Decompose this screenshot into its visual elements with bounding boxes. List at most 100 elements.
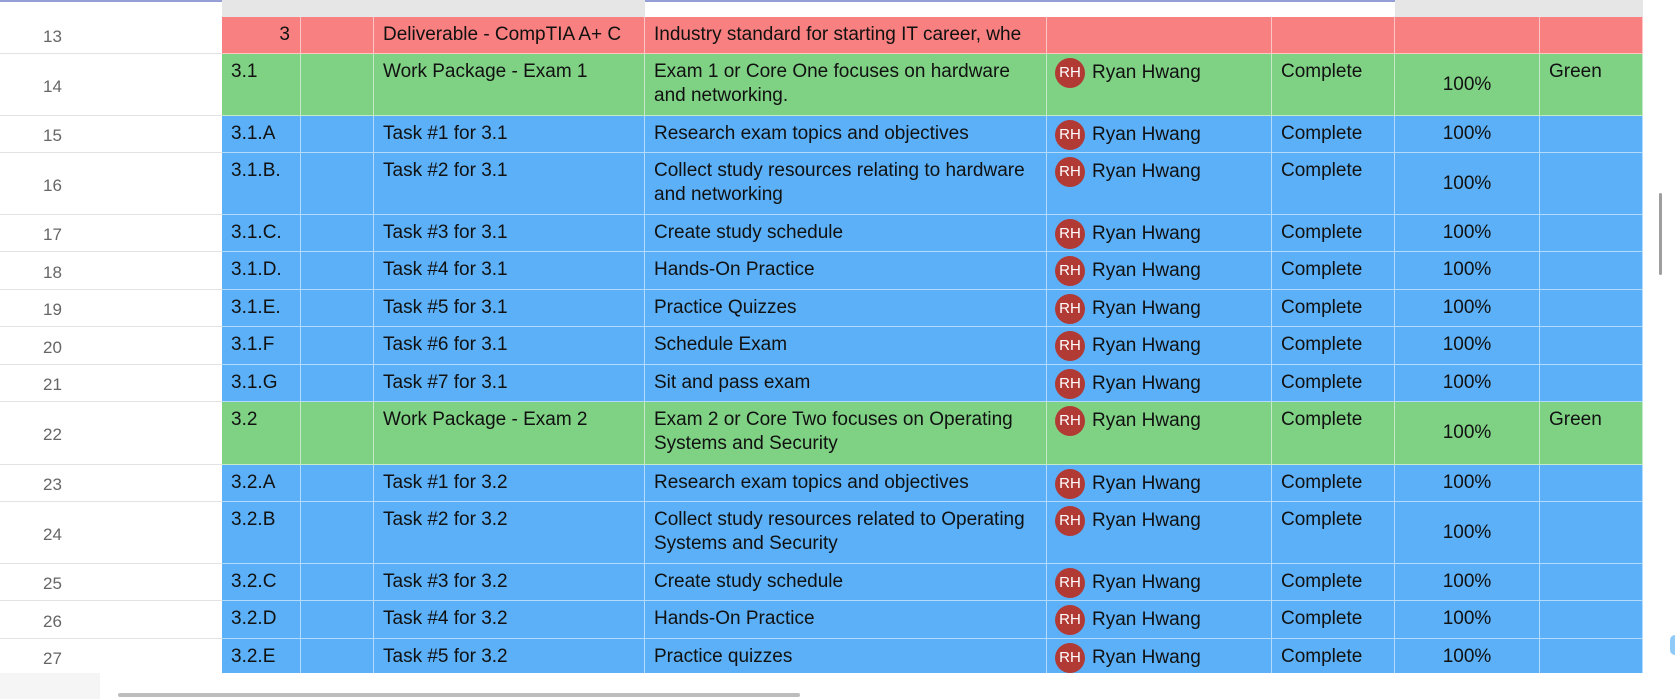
row-number[interactable]: 15 (0, 116, 222, 153)
empty-cell[interactable] (301, 215, 374, 252)
health-cell[interactable] (1540, 601, 1643, 639)
row-number[interactable]: 18 (0, 252, 222, 290)
empty-cell[interactable] (301, 365, 374, 402)
health-cell[interactable] (1540, 502, 1643, 564)
horizontal-scrollbar-thumb[interactable] (118, 693, 800, 697)
task-name-cell[interactable]: Task #4 for 3.1 (374, 252, 645, 290)
assignee-cell[interactable]: RH Ryan Hwang (1047, 365, 1272, 402)
row-number[interactable]: 20 (0, 327, 222, 365)
side-panel-handle[interactable] (1670, 635, 1675, 655)
wbs-id-cell[interactable]: 3.1.F (222, 327, 301, 365)
description-cell[interactable]: Hands-On Practice (645, 601, 1047, 639)
assignee-cell[interactable]: RH Ryan Hwang (1047, 54, 1272, 116)
status-cell[interactable]: Complete (1272, 639, 1395, 675)
assignee-cell[interactable]: RH Ryan Hwang (1047, 502, 1272, 564)
empty-cell[interactable] (301, 116, 374, 153)
avatar[interactable]: RH (1055, 120, 1085, 150)
table-row[interactable]: 16 3.1.B. Task #2 for 3.1 Collect study res… (0, 153, 1643, 215)
row-number[interactable]: 17 (0, 215, 222, 252)
avatar[interactable]: RH (1055, 605, 1085, 635)
health-cell[interactable] (1540, 639, 1643, 675)
description-cell[interactable]: Schedule Exam (645, 327, 1047, 365)
avatar[interactable]: RH (1055, 369, 1085, 399)
health-cell[interactable] (1540, 465, 1643, 502)
status-cell[interactable] (1272, 17, 1395, 54)
avatar[interactable]: RH (1055, 568, 1085, 598)
description-cell[interactable]: Exam 2 or Core Two focuses on Operating … (645, 402, 1047, 465)
task-name-cell[interactable]: Work Package - Exam 1 (374, 54, 645, 116)
task-name-cell[interactable]: Task #5 for 3.1 (374, 290, 645, 327)
avatar[interactable]: RH (1055, 506, 1085, 536)
avatar[interactable]: RH (1055, 331, 1085, 361)
empty-cell[interactable] (301, 17, 374, 54)
wbs-id-cell[interactable]: 3.2.B (222, 502, 301, 564)
wbs-id-cell[interactable]: 3.1.C. (222, 215, 301, 252)
wbs-id-cell[interactable]: 3.2.A (222, 465, 301, 502)
row-number[interactable]: 23 (0, 465, 222, 502)
task-name-cell[interactable]: Task #5 for 3.2 (374, 639, 645, 675)
status-cell[interactable]: Complete (1272, 290, 1395, 327)
task-name-cell[interactable]: Task #1 for 3.2 (374, 465, 645, 502)
percent-complete-cell[interactable]: 100% (1395, 502, 1540, 564)
wbs-id-cell[interactable]: 3.2.D (222, 601, 301, 639)
row-number[interactable]: 19 (0, 290, 222, 327)
percent-complete-cell[interactable]: 100% (1395, 465, 1540, 502)
avatar[interactable]: RH (1055, 58, 1085, 88)
empty-cell[interactable] (301, 639, 374, 675)
vertical-scrollbar-thumb[interactable] (1659, 193, 1662, 275)
percent-complete-cell[interactable]: 100% (1395, 601, 1540, 639)
empty-cell[interactable] (301, 327, 374, 365)
description-cell[interactable]: Create study schedule (645, 215, 1047, 252)
wbs-id-cell[interactable]: 3.1.D. (222, 252, 301, 290)
task-name-cell[interactable]: Task #6 for 3.1 (374, 327, 645, 365)
percent-complete-cell[interactable]: 100% (1395, 290, 1540, 327)
health-cell[interactable] (1540, 153, 1643, 215)
empty-cell[interactable] (301, 252, 374, 290)
description-cell[interactable]: Collect study resources related to Opera… (645, 502, 1047, 564)
percent-complete-cell[interactable]: 100% (1395, 54, 1540, 116)
status-cell[interactable]: Complete (1272, 215, 1395, 252)
avatar[interactable]: RH (1055, 469, 1085, 499)
empty-cell[interactable] (301, 54, 374, 116)
avatar[interactable]: RH (1055, 406, 1085, 436)
status-cell[interactable]: Complete (1272, 365, 1395, 402)
wbs-id-cell[interactable]: 3.2 (222, 402, 301, 465)
percent-complete-cell[interactable]: 100% (1395, 153, 1540, 215)
avatar[interactable]: RH (1055, 643, 1085, 673)
empty-cell[interactable] (301, 153, 374, 215)
empty-cell[interactable] (301, 465, 374, 502)
empty-cell[interactable] (301, 564, 374, 601)
column-header[interactable] (1395, 0, 1643, 17)
empty-cell[interactable] (301, 601, 374, 639)
empty-cell[interactable] (301, 402, 374, 465)
percent-complete-cell[interactable]: 100% (1395, 564, 1540, 601)
assignee-cell[interactable]: RH Ryan Hwang (1047, 402, 1272, 465)
wbs-id-cell[interactable]: 3.1 (222, 54, 301, 116)
empty-cell[interactable] (301, 502, 374, 564)
assignee-cell[interactable]: RH Ryan Hwang (1047, 601, 1272, 639)
wbs-id-cell[interactable]: 3.2.E (222, 639, 301, 675)
status-cell[interactable]: Complete (1272, 153, 1395, 215)
task-name-cell[interactable]: Task #4 for 3.2 (374, 601, 645, 639)
status-cell[interactable]: Complete (1272, 54, 1395, 116)
row-number[interactable]: 13 (0, 17, 222, 54)
empty-cell[interactable] (301, 290, 374, 327)
health-cell[interactable] (1540, 17, 1643, 54)
wbs-id-cell[interactable]: 3 (222, 17, 301, 54)
assignee-cell[interactable]: RH Ryan Hwang (1047, 215, 1272, 252)
table-row[interactable]: 24 3.2.B Task #2 for 3.2 Collect study reso… (0, 502, 1643, 564)
task-name-cell[interactable]: Work Package - Exam 2 (374, 402, 645, 465)
table-row[interactable]: 23 3.2.A Task #1 for 3.2 Research exam topi… (0, 465, 1643, 502)
description-cell[interactable]: Practice Quizzes (645, 290, 1047, 327)
task-name-cell[interactable]: Task #1 for 3.1 (374, 116, 645, 153)
description-cell[interactable]: Practice quizzes (645, 639, 1047, 675)
percent-complete-cell[interactable]: 100% (1395, 215, 1540, 252)
health-cell[interactable] (1540, 290, 1643, 327)
table-row[interactable]: 22 3.2 Work Package - Exam 2 Exam 2 or Core… (0, 402, 1643, 465)
status-cell[interactable]: Complete (1272, 402, 1395, 465)
row-number[interactable]: 16 (0, 153, 222, 215)
status-cell[interactable]: Complete (1272, 564, 1395, 601)
assignee-cell[interactable]: RH Ryan Hwang (1047, 639, 1272, 675)
task-name-cell[interactable]: Task #3 for 3.2 (374, 564, 645, 601)
percent-complete-cell[interactable]: 100% (1395, 116, 1540, 153)
